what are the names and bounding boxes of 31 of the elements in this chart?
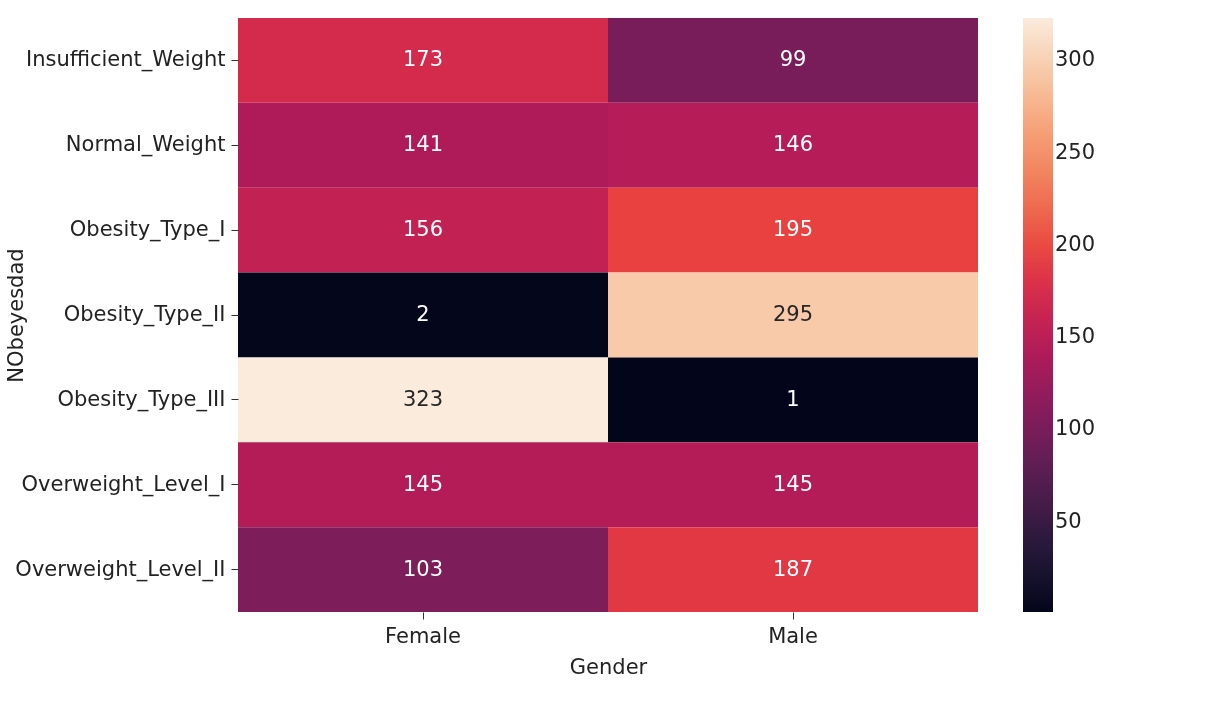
data-label: 156 <box>402 217 444 242</box>
data-label: 145 <box>402 471 444 496</box>
x-tick-label: Female <box>385 623 461 648</box>
color-bar-label: 150 <box>1055 324 1096 349</box>
y-tick-label: Obesity_Type_I <box>69 217 226 243</box>
y-tick-label: Obesity_Type_II <box>63 302 226 327</box>
data-label: 187 <box>772 556 814 581</box>
data-label: 146 <box>772 132 814 157</box>
x-axis-title: Gender <box>569 654 648 679</box>
color-bar-label: 100 <box>1055 416 1096 441</box>
data-label: 2 <box>416 302 430 326</box>
color-bar-label: 200 <box>1055 231 1096 256</box>
x-tick-label: Male <box>768 623 818 648</box>
data-label: 173 <box>402 47 444 72</box>
color-bar-label: 50 <box>1055 508 1082 533</box>
data-label: 323 <box>402 386 444 411</box>
data-label: 295 <box>772 302 814 326</box>
color-bar-label: 250 <box>1055 139 1096 164</box>
y-tick-label: Obesity_Type_III <box>57 386 226 412</box>
color-bar-label: 300 <box>1055 47 1096 72</box>
data-label: 195 <box>772 217 814 242</box>
y-tick-label: Overweight_Level_I <box>21 471 226 497</box>
y-axis-title: NObeyesdad <box>3 248 28 383</box>
data-label: 99 <box>779 47 807 72</box>
data-label: 103 <box>402 556 444 581</box>
data-label: 145 <box>772 471 814 496</box>
y-tick-label: Insufficient_Weight <box>25 47 226 73</box>
data-label: 1 <box>786 386 800 411</box>
data-label: 141 <box>402 132 444 157</box>
y-tick-label: Overweight_Level_II <box>15 556 226 582</box>
y-tick-label: Normal_Weight <box>65 132 226 158</box>
